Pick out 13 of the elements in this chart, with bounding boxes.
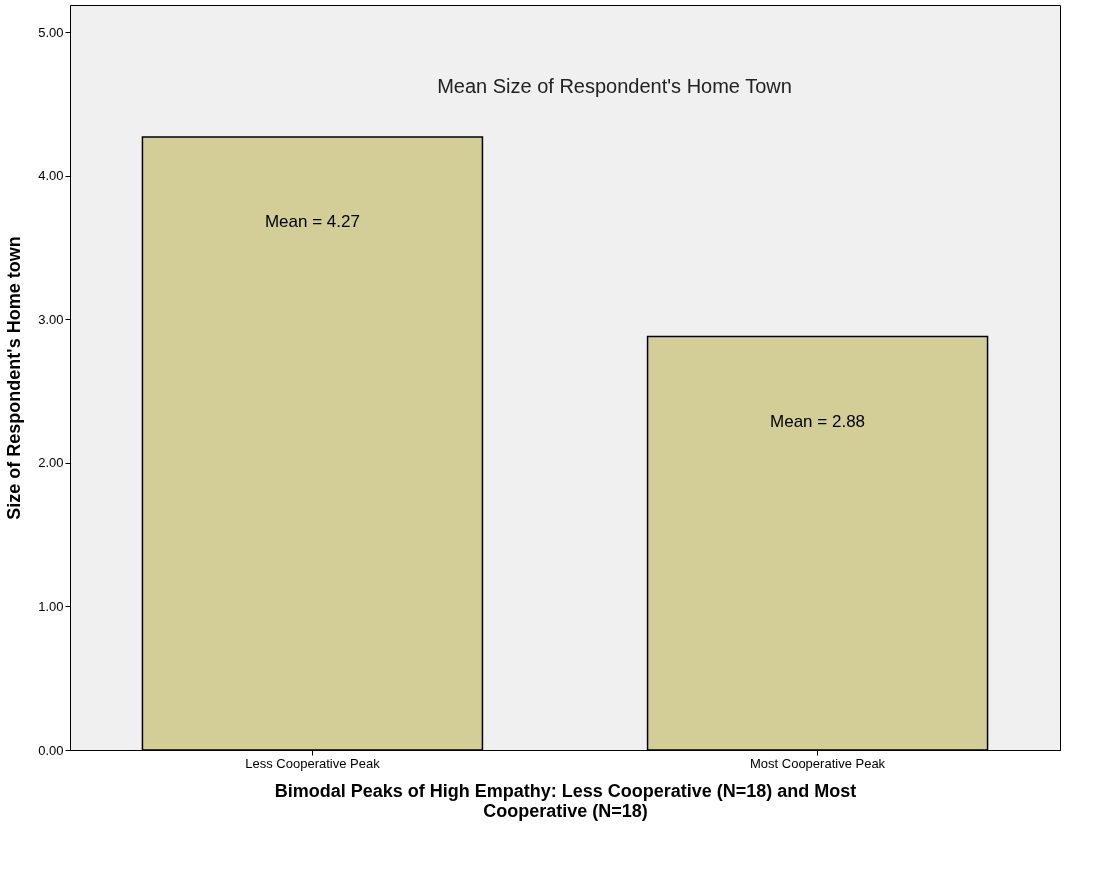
y-tick-label: 0.00	[38, 742, 64, 758]
y-tick-label: 5.00	[38, 24, 64, 40]
data-label: Mean = 4.27	[264, 212, 360, 232]
y-axis-title: Size of Respondent's Home town	[4, 236, 25, 520]
x-tick-label: Less Cooperative Peak	[245, 755, 381, 771]
y-tick-label: 4.00	[38, 168, 64, 184]
x-axis-title: Bimodal Peaks of High Empathy: Less Cooperative (N=18) and Most Cooperative (N=18)	[274, 780, 857, 821]
y-tick-label: 3.00	[38, 311, 64, 327]
y-tick-label: 2.00	[38, 455, 64, 471]
text: Mean Size of Respondent's Home Town	[437, 75, 792, 97]
x-tick-label: Most Cooperative Peak	[749, 755, 886, 771]
data-label: Mean = 2.88	[770, 411, 866, 431]
y-tick-label: 1.00	[38, 598, 64, 614]
